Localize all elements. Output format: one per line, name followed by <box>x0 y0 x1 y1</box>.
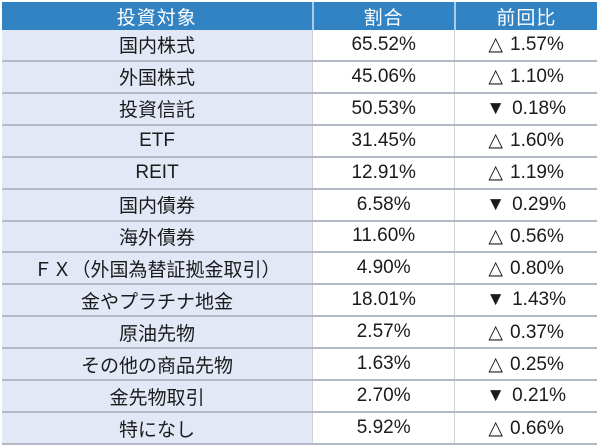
header-investment-target: 投資対象 <box>2 2 313 30</box>
table-row: 金先物取引 2.70% ▼ 0.21% <box>2 379 597 413</box>
investment-target-cell: 金やプラチナ地金 <box>2 283 314 317</box>
delta-value: 1.60% <box>510 130 564 152</box>
delta-value: 0.18% <box>512 97 566 119</box>
table-row: ETF 31.45% △ 1.60% <box>2 123 597 157</box>
delta-value: 0.66% <box>510 417 564 439</box>
delta-direction-icon: ▼ <box>486 193 506 215</box>
change-cell: △ 0.56% <box>454 219 597 253</box>
investment-target-cell: その他の商品先物 <box>2 347 314 381</box>
change-cell: △ 1.60% <box>454 123 597 157</box>
table-row: REIT 12.91% △ 1.19% <box>2 155 597 189</box>
header-ratio: 割合 <box>311 2 455 30</box>
delta-direction-icon: △ <box>488 130 504 152</box>
investment-target-cell: 海外債券 <box>2 219 314 253</box>
change-cell: ▼ 1.43% <box>454 283 597 317</box>
delta-direction-icon: △ <box>488 66 504 88</box>
change-cell: △ 0.37% <box>454 315 597 349</box>
ratio-cell: 4.90% <box>312 251 455 285</box>
ratio-cell: 65.52% <box>312 30 455 61</box>
table-row: その他の商品先物 1.63% △ 0.25% <box>2 347 597 381</box>
delta-value: 0.25% <box>510 353 564 375</box>
investment-target-cell: 特になし <box>2 411 314 445</box>
ratio-cell: 11.60% <box>312 219 455 253</box>
table-row: 金やプラチナ地金 18.01% ▼ 1.43% <box>2 283 597 317</box>
investment-target-cell: REIT <box>2 155 314 189</box>
delta-direction-icon: △ <box>488 34 504 56</box>
change-cell: △ 1.57% <box>454 30 597 61</box>
ratio-cell: 31.45% <box>312 123 455 157</box>
delta-direction-icon: △ <box>488 162 504 184</box>
investment-target-cell: 原油先物 <box>2 315 314 349</box>
table-row: 外国株式 45.06% △ 1.10% <box>2 59 597 93</box>
table-row: 海外債券 11.60% △ 0.56% <box>2 219 597 253</box>
delta-direction-icon: △ <box>488 225 504 247</box>
change-cell: △ 0.25% <box>454 347 597 381</box>
investment-target-cell: 国内債券 <box>2 187 314 221</box>
table-row: 原油先物 2.57% △ 0.37% <box>2 315 597 349</box>
delta-value: 0.56% <box>510 225 564 247</box>
change-cell: ▼ 0.29% <box>454 187 597 221</box>
table-row: ＦＸ（外国為替証拠金取引） 4.90% △ 0.80% <box>2 251 597 285</box>
delta-value: 0.21% <box>512 385 566 407</box>
delta-direction-icon: ▼ <box>486 385 506 407</box>
table-body: 国内株式 65.52% △ 1.57% 外国株式 45.06% △ 1.10% 投資… <box>2 30 597 445</box>
delta-direction-icon: △ <box>488 321 504 343</box>
header-row: 投資対象 割合 前回比 <box>2 2 597 30</box>
table-row: 特になし 5.92% △ 0.66% <box>2 411 597 445</box>
delta-value: 1.10% <box>510 66 564 88</box>
delta-value: 0.37% <box>510 321 564 343</box>
table-row: 国内株式 65.52% △ 1.57% <box>2 30 597 61</box>
delta-direction-icon: △ <box>488 353 504 375</box>
delta-value: 1.19% <box>510 162 564 184</box>
investment-target-cell: 金先物取引 <box>2 379 314 413</box>
change-cell: △ 1.19% <box>454 155 597 189</box>
ratio-cell: 45.06% <box>312 59 455 93</box>
delta-direction-icon: ▼ <box>486 97 506 119</box>
ratio-cell: 50.53% <box>312 91 455 125</box>
delta-direction-icon: △ <box>488 417 504 439</box>
ratio-cell: 2.70% <box>312 379 455 413</box>
delta-direction-icon: ▼ <box>486 289 506 311</box>
investment-target-cell: 外国株式 <box>2 59 314 93</box>
ratio-cell: 18.01% <box>312 283 455 317</box>
delta-value: 0.80% <box>510 257 564 279</box>
investment-target-cell: 国内株式 <box>2 30 314 61</box>
ratio-cell: 12.91% <box>312 155 455 189</box>
table-row: 国内債券 6.58% ▼ 0.29% <box>2 187 597 221</box>
change-cell: ▼ 0.18% <box>454 91 597 125</box>
header-change-vs-previous: 前回比 <box>453 2 597 30</box>
delta-value: 0.29% <box>512 193 566 215</box>
change-cell: △ 0.66% <box>454 411 597 445</box>
change-cell: △ 0.80% <box>454 251 597 285</box>
delta-direction-icon: △ <box>488 257 504 279</box>
ratio-cell: 2.57% <box>312 315 455 349</box>
investment-target-cell: ＦＸ（外国為替証拠金取引） <box>2 251 314 285</box>
ratio-cell: 6.58% <box>312 187 455 221</box>
investment-target-cell: ETF <box>2 123 314 157</box>
investment-target-cell: 投資信託 <box>2 91 314 125</box>
table-row: 投資信託 50.53% ▼ 0.18% <box>2 91 597 125</box>
delta-value: 1.43% <box>512 289 566 311</box>
ratio-cell: 1.63% <box>312 347 455 381</box>
delta-value: 1.57% <box>510 34 564 56</box>
change-cell: △ 1.10% <box>454 59 597 93</box>
ratio-cell: 5.92% <box>312 411 455 445</box>
change-cell: ▼ 0.21% <box>454 379 597 413</box>
